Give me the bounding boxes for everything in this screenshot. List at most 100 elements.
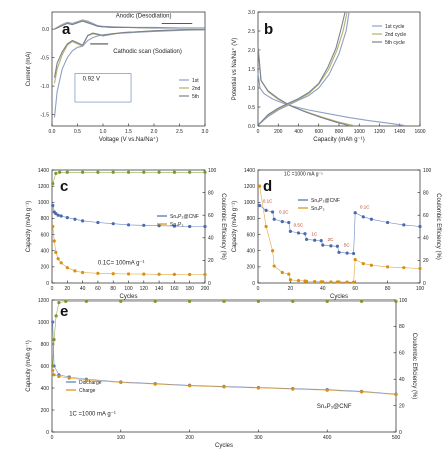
data-point [52,239,56,243]
data-point [81,270,85,275]
x-tick-label: 0 [257,286,260,292]
data-point [258,184,262,188]
y-tick-label: 800 [41,342,50,348]
y-tick-label: 600 [247,232,256,238]
data-point [57,374,61,379]
data-point [394,393,398,397]
data-point [65,216,69,220]
data-point [386,220,390,225]
series-line-0 [53,29,206,118]
y-tick-label: 800 [247,216,256,222]
data-point [258,203,262,208]
panel-letter-d: d [263,178,272,195]
chart-panel-c: 0 20 40 60 80 100 120 140 160 180 2000200400600800… [26,168,226,300]
data-point [67,376,71,380]
data-point [345,251,349,255]
data-point [58,170,62,174]
data-point [287,272,291,276]
plot-frame [257,169,421,284]
chart-panel-b: 0 200 400 600 800 1000 1200 1400 1600 0.0 0.5 1.0 1.… [231,10,426,143]
y-tick-label: 1.0 [248,86,255,92]
x-tick-label: 600 [315,129,324,135]
annotation-rate: 0.1C= 100mA g⁻¹ [98,260,145,266]
data-point [188,384,192,388]
data-point [345,280,349,284]
data-point [96,271,100,275]
data-point [52,373,56,377]
data-point [73,269,77,273]
y-tick-label: 0 [46,281,49,287]
data-point [172,272,176,276]
data-point [157,170,161,174]
x-tick-label: 60 [352,286,358,292]
y2-tick-label: 0 [399,430,402,436]
data-point [65,266,69,270]
x-tick-label: 180 [186,286,195,292]
y2-axis-title: Coulombic Efficiency (%) [220,193,226,260]
y-axis-title: Current (mA) [26,52,32,87]
y-tick-label: -0.5 [40,55,49,61]
y2-tick-label: 40 [208,236,214,242]
y-tick-label: 1000 [38,200,49,206]
legend-entry: 1st cycle [385,24,405,30]
y-tick-label: 200 [247,265,256,271]
annotation-inset-voltage: 0.92 V [83,76,100,82]
data-point [418,266,422,271]
data-point [54,171,58,175]
series-line-4 [257,11,348,126]
chart-panel-d: 0 20 40 60 80 1000200400600800100012001400020… [232,168,441,300]
series-line-2 [53,29,205,78]
data-point [394,299,398,303]
data-point [369,263,373,267]
x-tick-label: 2.5 [176,129,183,135]
y-tick-label: 600 [41,364,50,370]
data-point [305,237,309,242]
data-point [353,211,357,215]
y-tick-label: 2.5 [248,29,255,35]
data-point [313,238,317,242]
data-point [361,215,365,219]
series-line-5 [54,20,205,30]
x-tick-label: 200 [274,129,283,135]
data-point [288,229,292,233]
x-tick-label: 20 [288,286,294,292]
y2-axis-title: Coulombic Efficiency (%) [435,193,441,260]
data-point [203,224,207,229]
series-line-3 [257,11,350,126]
rate-label: 1C [311,231,318,236]
y2-tick-label: 100 [423,168,432,174]
data-point [81,219,85,223]
data-point [280,220,284,224]
legend-entry: 5th cycle [385,40,405,46]
data-point [84,299,88,303]
y2-tick-label: 20 [423,258,429,264]
data-point [319,239,323,243]
y-tick-label: 2.0 [248,48,255,54]
y2-tick-label: 60 [208,213,214,219]
legend-entry: Discharge [79,380,102,386]
series-line-0 [257,72,405,127]
y-axis-title: Capacity (mAh g⁻¹) [232,201,238,253]
data-point [291,299,295,303]
x-tick-label: 140 [155,286,164,292]
y-tick-label: -1.5 [40,112,49,118]
data-point [256,386,260,390]
data-point [65,170,69,174]
data-point [360,299,364,303]
data-point [172,170,176,174]
y2-tick-label: 20 [208,258,214,264]
y2-tick-label: 0 [208,281,211,287]
annotation-material: Sn₄P₃@CNF [317,404,352,410]
x-tick-label: 1000 [354,129,365,135]
data-point [264,208,268,212]
y2-axis-title: Coulombic Efficiency (%) [411,333,417,400]
data-point [296,278,301,283]
y-tick-label: 1.5 [248,67,255,73]
y-axis-title: Potential vs Na/Na⁺ (V) [231,38,238,101]
legend-entry: Charge [79,388,96,394]
data-point [126,223,131,227]
data-point [325,299,329,303]
series-line-2 [52,172,205,184]
panel-letter-c: c [60,178,68,195]
